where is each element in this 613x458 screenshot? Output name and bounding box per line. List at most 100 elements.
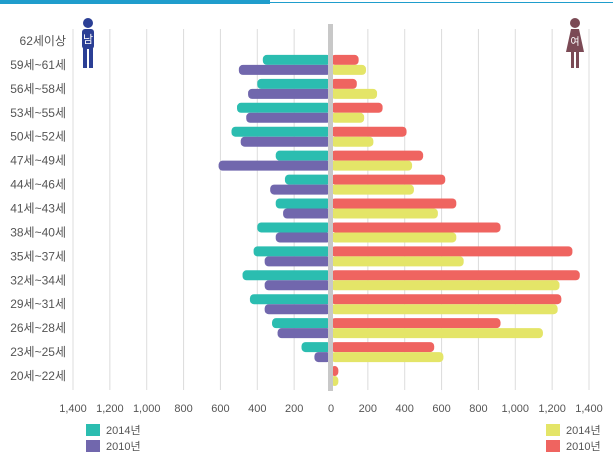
bar-female-2010 (331, 294, 562, 305)
bar-male-2010 (283, 208, 331, 219)
bar-female-2010 (331, 342, 435, 353)
category-label: 50세~52세 (10, 130, 66, 144)
x-tick-label-right: 1,000 (502, 403, 530, 415)
legend-left-label-0: 2014년 (106, 424, 141, 437)
x-tick-label-left: 600 (211, 403, 229, 415)
category-label: 38세~40세 (10, 225, 66, 239)
bar-male-2010 (314, 352, 331, 363)
bar-female-2010 (331, 102, 383, 113)
top-accent-tab (0, 0, 270, 4)
bar-female-2014 (331, 64, 367, 75)
bar-female-2010 (331, 126, 407, 137)
top-accent-bar (0, 0, 613, 4)
bar-male-2014 (275, 198, 331, 209)
legend-left-swatch-0 (86, 424, 100, 436)
category-label: 56세~58세 (10, 82, 66, 96)
bar-male-2014 (253, 246, 331, 257)
bar-male-2010 (248, 88, 331, 99)
bar-male-2014 (272, 318, 331, 329)
x-tick-label-right: 400 (396, 403, 414, 415)
category-label: 59세~61세 (10, 58, 66, 72)
bar-male-2014 (231, 126, 331, 137)
bar-male-2014 (237, 102, 331, 113)
category-label: 41세~43세 (10, 202, 66, 216)
legend-left-label-1: 2010년 (106, 440, 141, 453)
category-label: 35세~37세 (10, 249, 66, 263)
bar-female-2010 (331, 246, 573, 257)
bar-female-2010 (331, 222, 501, 233)
category-label: 26세~28세 (10, 321, 66, 335)
bar-female-2014 (331, 160, 413, 171)
top-accent-line (270, 2, 613, 3)
bar-female-2014 (331, 88, 378, 99)
category-label: 44세~46세 (10, 178, 66, 192)
bar-male-2014 (242, 270, 331, 281)
bar-male-2010 (264, 280, 331, 291)
bar-female-2014 (331, 256, 464, 267)
bar-male-2010 (270, 184, 331, 195)
bar-male-2010 (264, 304, 331, 315)
bar-female-2014 (331, 328, 543, 339)
legend-right: 2014년 2010년 (546, 424, 601, 453)
bars (218, 24, 580, 391)
bar-female-2014 (331, 280, 560, 291)
category-labels: 62세이상 59세~61세 56세~58세 53세~55세 50세~52세 47세~49세… (10, 34, 66, 383)
x-tick-label-left: 0 (328, 403, 334, 415)
bar-male-2014 (284, 174, 331, 185)
bar-female-2010 (331, 318, 501, 329)
legend-right-swatch-0 (546, 424, 560, 436)
bar-male-2010 (246, 112, 331, 123)
x-tick-label-right: 1,400 (575, 403, 603, 415)
bar-male-2010 (277, 328, 331, 339)
bar-male-2014 (257, 78, 331, 89)
bar-female-2014 (331, 184, 414, 195)
bar-male-2014 (301, 342, 331, 353)
x-tick-label-right: 1,200 (538, 403, 566, 415)
x-tick-label-left: 400 (248, 403, 266, 415)
bar-male-2010 (218, 160, 331, 171)
category-label: 20세~22세 (10, 369, 66, 383)
bar-female-2010 (331, 150, 424, 161)
legend-right-label-0: 2014년 (566, 424, 601, 437)
legend-left: 2014년 2010년 (86, 424, 141, 453)
x-tick-label-left: 1,400 (59, 403, 87, 415)
female-icon: 여 (566, 18, 584, 68)
bar-male-2010 (238, 64, 331, 75)
bar-female-2010 (331, 198, 457, 209)
male-icon: 남 (82, 18, 94, 68)
category-label: 53세~55세 (10, 106, 66, 120)
female-icon-label: 여 (570, 36, 579, 48)
category-label: 29세~31세 (10, 297, 66, 311)
category-label: 47세~49세 (10, 154, 66, 168)
bar-female-2014 (331, 208, 438, 219)
bar-male-2010 (275, 232, 331, 243)
x-tick-label-left: 800 (174, 403, 192, 415)
bar-female-2014 (331, 112, 365, 123)
bar-female-2010 (331, 54, 359, 65)
category-label: 23세~25세 (10, 345, 66, 359)
bar-female-2010 (331, 78, 357, 89)
x-tick-label-left: 200 (285, 403, 303, 415)
bar-male-2010 (240, 136, 331, 147)
bar-male-2014 (262, 54, 331, 65)
bar-female-2010 (331, 270, 580, 281)
x-tick-label-left: 1,000 (133, 403, 161, 415)
bar-male-2014 (249, 294, 331, 305)
x-tick-label-right: 600 (432, 403, 450, 415)
male-icon-label: 남 (83, 33, 93, 46)
bar-female-2014 (331, 136, 374, 147)
x-tick-label-right: 800 (469, 403, 487, 415)
legend-right-label-1: 2010년 (566, 440, 601, 453)
x-tick-label-right: 200 (359, 403, 377, 415)
x-tick-labels: 1,400 1,200 1,000 800 600 400 200 0 200 400 600 800… (59, 403, 603, 415)
bar-male-2010 (264, 256, 331, 267)
bar-female-2014 (331, 352, 444, 363)
category-label: 62세이상 (20, 34, 66, 48)
category-label: 32세~34세 (10, 273, 66, 287)
legend-left-swatch-1 (86, 440, 100, 452)
center-axis (328, 24, 333, 391)
bar-female-2014 (331, 304, 558, 315)
bar-male-2014 (257, 222, 331, 233)
legend-right-swatch-1 (546, 440, 560, 452)
